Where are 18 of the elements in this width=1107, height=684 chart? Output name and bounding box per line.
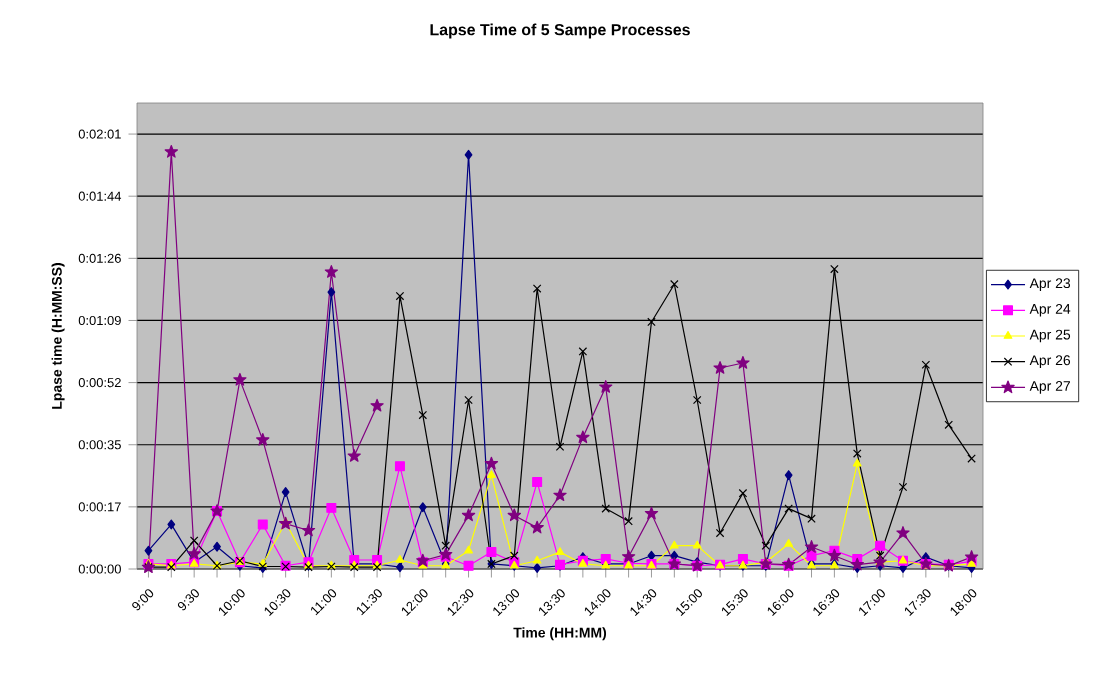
y-tick-label: 0:02:01 — [78, 129, 121, 139]
y-tick-label: 0:01:26 — [78, 253, 121, 263]
legend-label: Apr 24 — [1029, 303, 1071, 317]
legend-label: Apr 25 — [1029, 329, 1071, 343]
x-tick-label: 9:00 — [132, 589, 154, 611]
x-tick-label: 9:30 — [177, 589, 199, 611]
y-tick-label: 0:00:35 — [78, 440, 121, 450]
y-tick-label: 0:01:09 — [78, 315, 121, 326]
y-tick-label: 0:01:44 — [78, 191, 122, 201]
y-tick-label: 0:00:17 — [78, 502, 121, 512]
x-axis-title: Time (HH:MM) — [513, 627, 607, 641]
y-axis-title: Lpase time (H:MM:SS) — [51, 263, 65, 409]
legend-label: Apr 27 — [1029, 381, 1070, 394]
legend-label: Apr 26 — [1029, 355, 1071, 368]
y-tick-label: 0:00:00 — [78, 564, 121, 574]
legend-label: Apr 23 — [1029, 278, 1071, 291]
y-tick-label: 0:00:52 — [78, 378, 121, 388]
chart-title: Lapse Time of 5 Sampe Processes — [430, 23, 690, 39]
